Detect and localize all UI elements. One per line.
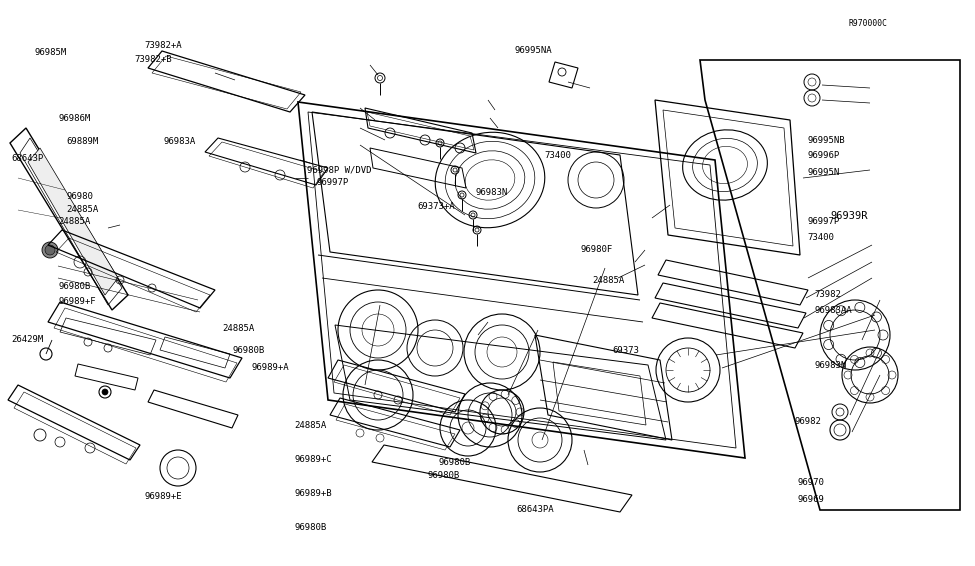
- Text: R970000C: R970000C: [848, 19, 887, 28]
- Text: 68643PA: 68643PA: [517, 505, 555, 514]
- Text: 69889M: 69889M: [66, 137, 98, 146]
- Text: 96985M: 96985M: [34, 48, 66, 57]
- Text: 96980B: 96980B: [58, 282, 91, 291]
- Text: 96980F: 96980F: [580, 245, 612, 254]
- Text: 24885A: 24885A: [294, 421, 327, 430]
- Text: 73982: 73982: [814, 290, 841, 299]
- Text: 96983AA: 96983AA: [814, 306, 852, 315]
- Text: 68643P: 68643P: [12, 154, 44, 163]
- Text: 24885A: 24885A: [593, 276, 625, 285]
- Text: 96989+B: 96989+B: [294, 489, 332, 498]
- Circle shape: [45, 245, 55, 255]
- Text: 73400: 73400: [807, 233, 835, 242]
- Text: 96989+F: 96989+F: [58, 297, 97, 306]
- Text: 96970: 96970: [798, 478, 825, 487]
- Text: 96980: 96980: [66, 192, 94, 201]
- Text: 96995NB: 96995NB: [807, 136, 845, 145]
- Text: 96989+E: 96989+E: [144, 492, 182, 501]
- Text: 96995NA: 96995NA: [515, 46, 553, 55]
- Text: 96980B: 96980B: [427, 471, 459, 480]
- Text: 96996P: 96996P: [807, 151, 839, 160]
- Text: 24885A: 24885A: [222, 324, 254, 333]
- Text: 96969: 96969: [798, 495, 825, 504]
- Circle shape: [102, 389, 108, 395]
- Text: 69373: 69373: [612, 346, 640, 355]
- Text: 96980B: 96980B: [294, 523, 327, 532]
- Text: 73982+A: 73982+A: [144, 41, 182, 50]
- Text: 96989+A: 96989+A: [252, 363, 290, 372]
- Text: 96983A: 96983A: [164, 137, 196, 146]
- Text: 96980B: 96980B: [439, 458, 471, 468]
- Text: 96995N: 96995N: [807, 168, 839, 177]
- Text: 96983N: 96983N: [814, 361, 846, 370]
- Text: 24885A: 24885A: [58, 217, 91, 226]
- Text: 96998P W/DVD: 96998P W/DVD: [307, 165, 371, 174]
- Circle shape: [42, 242, 58, 258]
- Text: 96982: 96982: [795, 417, 822, 426]
- Text: 96989+C: 96989+C: [294, 455, 332, 464]
- Text: 96997P: 96997P: [807, 217, 839, 226]
- Text: 96939R: 96939R: [831, 211, 868, 221]
- Text: 26429M: 26429M: [12, 335, 44, 344]
- Text: 96980B: 96980B: [232, 346, 264, 355]
- Text: 73400: 73400: [544, 151, 571, 160]
- Text: 24885A: 24885A: [66, 205, 98, 214]
- Text: 96983N: 96983N: [476, 188, 508, 197]
- Text: 96997P: 96997P: [317, 178, 349, 187]
- Text: 96986M: 96986M: [58, 114, 91, 123]
- Text: 69373+A: 69373+A: [417, 202, 455, 211]
- Polygon shape: [28, 148, 118, 295]
- Text: 73982+B: 73982+B: [135, 55, 173, 64]
